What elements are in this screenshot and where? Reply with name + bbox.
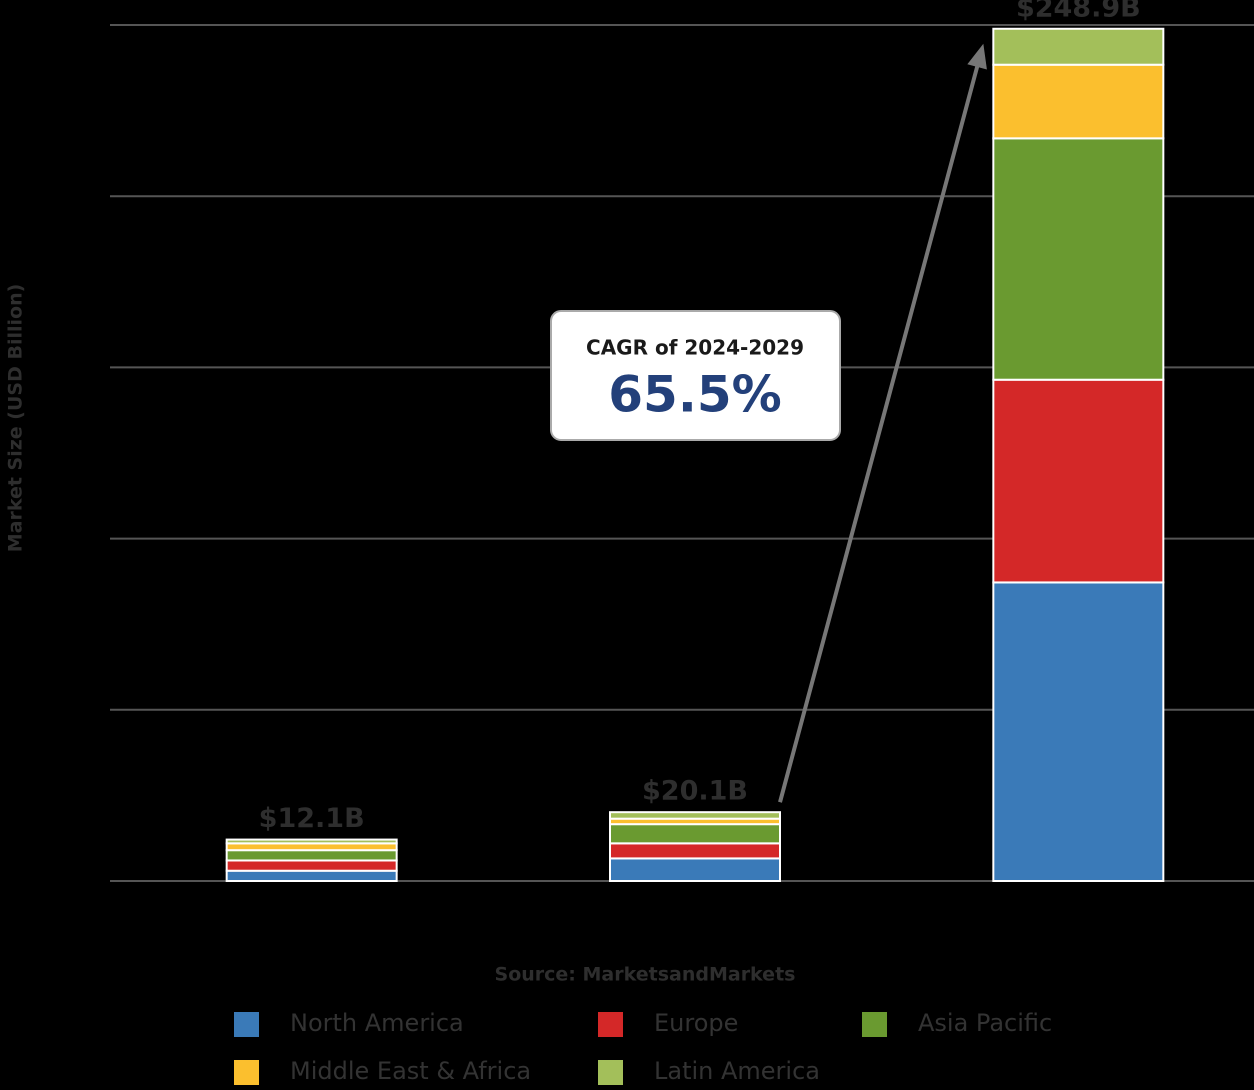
bar-segment bbox=[225, 842, 398, 852]
total-label: $12.1B bbox=[259, 803, 365, 834]
bar-segment bbox=[609, 811, 781, 820]
bar-segment bbox=[992, 581, 1165, 882]
bar-segment bbox=[992, 27, 1165, 66]
annotation-value: 65.5% bbox=[608, 366, 781, 424]
bar-segment bbox=[225, 838, 398, 845]
annotation-title: CAGR of 2024-2029 bbox=[586, 336, 804, 360]
arrow-head bbox=[967, 43, 987, 70]
bar-segment bbox=[609, 857, 781, 883]
legend-label: Asia Pacific bbox=[918, 1009, 1052, 1037]
legend-swatch bbox=[598, 1060, 623, 1085]
bar-segment bbox=[225, 859, 398, 872]
legend-swatch bbox=[234, 1012, 259, 1037]
bar-segment bbox=[225, 869, 398, 883]
bar-segment bbox=[609, 823, 781, 845]
total-label: $248.9B bbox=[1016, 0, 1141, 23]
legend-swatch bbox=[234, 1060, 259, 1085]
source: Source: MarketsandMarkets bbox=[495, 964, 796, 986]
legend-label: Europe bbox=[654, 1009, 738, 1037]
legend-label: Middle East & Africa bbox=[290, 1057, 531, 1085]
total-label: $20.1B bbox=[642, 776, 748, 807]
bar-segment bbox=[992, 137, 1165, 381]
legend-swatch bbox=[598, 1012, 623, 1037]
y-axis-label: Market Size (USD Billion) bbox=[5, 284, 27, 553]
legend-swatch bbox=[862, 1012, 887, 1037]
bar-segment bbox=[609, 842, 781, 860]
bar-segment bbox=[225, 849, 398, 862]
legend-label: North America bbox=[290, 1009, 464, 1037]
bar-segment bbox=[992, 378, 1165, 584]
bar-segment bbox=[992, 63, 1165, 140]
annotation-box bbox=[550, 310, 841, 441]
arrow-line bbox=[778, 57, 982, 803]
legend-label: Latin America bbox=[654, 1057, 820, 1085]
